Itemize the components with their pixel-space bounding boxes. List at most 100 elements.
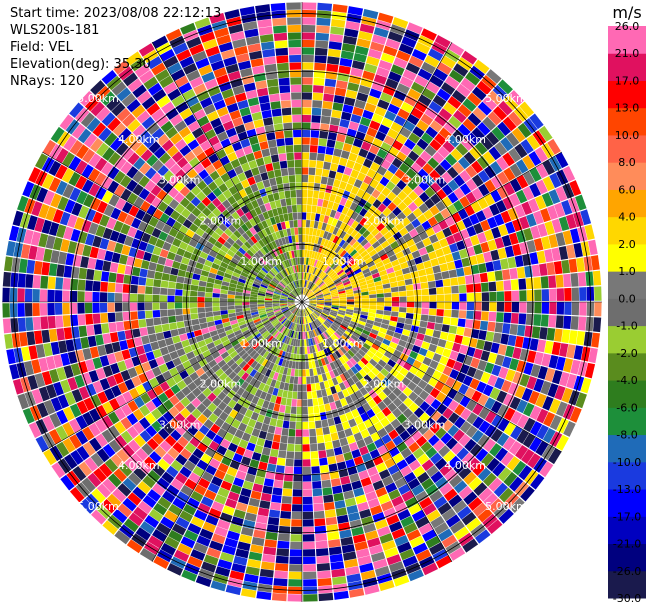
velocity-gate xyxy=(126,426,139,439)
velocity-gate xyxy=(377,427,388,438)
velocity-gate xyxy=(398,483,411,496)
velocity-gate xyxy=(362,8,379,20)
velocity-gate xyxy=(164,435,177,447)
velocity-gate xyxy=(429,120,443,133)
velocity-gate xyxy=(530,364,541,378)
velocity-gate xyxy=(343,318,351,324)
start-time-text: Start time: 2023/08/08 22:12:13 xyxy=(10,6,222,21)
colorbar-tick-label: -4.0 xyxy=(616,374,637,387)
velocity-gate xyxy=(265,263,272,271)
velocity-gate xyxy=(446,358,456,369)
velocity-gate xyxy=(250,544,264,554)
velocity-gate xyxy=(26,259,36,274)
velocity-gate xyxy=(140,149,153,162)
velocity-gate xyxy=(351,60,365,70)
velocity-gate xyxy=(233,477,245,488)
velocity-gate xyxy=(180,484,194,497)
velocity-gate xyxy=(336,283,344,289)
velocity-gate xyxy=(148,333,158,343)
velocity-gate xyxy=(522,402,535,417)
velocity-gate xyxy=(275,312,283,317)
velocity-gate xyxy=(461,257,471,268)
velocity-gate xyxy=(401,267,411,275)
velocity-gate xyxy=(198,169,209,180)
velocity-gate xyxy=(459,293,467,302)
velocity-gate xyxy=(473,283,482,293)
velocity-gate xyxy=(509,358,519,371)
velocity-gate xyxy=(373,321,382,328)
velocity-gate xyxy=(319,229,325,238)
velocity-gate xyxy=(547,448,562,465)
velocity-gate xyxy=(2,318,12,334)
velocity-gate xyxy=(333,492,345,502)
velocity-gate xyxy=(332,352,339,360)
velocity-gate xyxy=(408,391,419,402)
velocity-gate xyxy=(114,421,127,435)
velocity-gate xyxy=(157,201,169,213)
velocity-gate xyxy=(191,387,202,398)
velocity-gate xyxy=(479,320,489,331)
velocity-gate xyxy=(327,48,341,58)
velocity-gate xyxy=(258,95,270,104)
velocity-gate xyxy=(194,484,207,496)
velocity-gate xyxy=(242,21,258,31)
velocity-gate xyxy=(471,390,483,403)
velocity-gate xyxy=(298,316,301,325)
velocity-gate xyxy=(201,186,212,197)
velocity-gate xyxy=(143,76,159,90)
velocity-gate xyxy=(267,401,275,411)
velocity-gate xyxy=(265,296,273,299)
velocity-gate xyxy=(288,304,295,308)
velocity-gate xyxy=(274,40,288,49)
velocity-gate xyxy=(326,363,333,372)
velocity-gate xyxy=(288,251,293,259)
velocity-gate xyxy=(332,485,343,495)
velocity-gate xyxy=(339,302,347,305)
velocity-gate xyxy=(307,306,314,312)
velocity-gate xyxy=(363,175,373,185)
velocity-gate xyxy=(133,467,147,481)
velocity-gate xyxy=(247,357,255,366)
colorbar-tick-label: -21.0 xyxy=(613,538,641,551)
velocity-gate xyxy=(434,133,447,146)
velocity-gate xyxy=(76,400,89,415)
velocity-gate xyxy=(570,273,579,287)
velocity-gate xyxy=(296,414,302,422)
velocity-gate xyxy=(328,285,336,290)
velocity-gate xyxy=(342,551,357,561)
velocity-gate xyxy=(378,359,387,368)
velocity-gate xyxy=(526,134,541,150)
velocity-gate xyxy=(250,294,258,298)
velocity-gate xyxy=(480,136,494,151)
velocity-gate xyxy=(108,398,121,411)
velocity-gate xyxy=(394,269,403,277)
velocity-gate xyxy=(537,223,548,237)
velocity-gate xyxy=(423,260,432,269)
velocity-gate xyxy=(168,529,183,543)
velocity-gate xyxy=(363,201,372,211)
velocity-gate xyxy=(326,139,336,148)
velocity-gate xyxy=(332,226,339,236)
velocity-gate xyxy=(503,167,516,182)
velocity-gate xyxy=(334,384,342,393)
velocity-gate xyxy=(122,283,131,293)
velocity-gate xyxy=(453,174,466,187)
velocity-gate xyxy=(295,308,299,316)
velocity-gate xyxy=(392,139,404,151)
velocity-gate xyxy=(267,170,275,179)
velocity-gate xyxy=(259,247,267,256)
velocity-gate xyxy=(205,307,213,313)
velocity-gate xyxy=(89,346,100,359)
velocity-gate xyxy=(240,205,250,214)
velocity-gate xyxy=(128,387,140,400)
velocity-gate xyxy=(403,436,416,447)
velocity-gate xyxy=(435,230,446,241)
velocity-gate xyxy=(403,397,414,408)
velocity-gate xyxy=(254,206,262,216)
velocity-gate xyxy=(78,461,93,477)
velocity-gate xyxy=(300,309,302,317)
velocity-gate xyxy=(473,482,488,497)
velocity-gate xyxy=(254,476,265,486)
velocity-gate xyxy=(302,137,310,145)
velocity-gate xyxy=(298,376,302,385)
